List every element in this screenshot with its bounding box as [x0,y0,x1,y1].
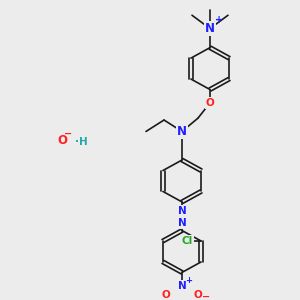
Text: N: N [178,281,186,291]
Text: ·H: ·H [75,137,88,147]
Text: Cl: Cl [182,236,193,246]
Text: O: O [206,98,214,108]
Text: N: N [205,22,215,35]
Text: N: N [177,125,187,138]
Text: −: − [202,292,210,300]
Text: −: − [64,129,72,139]
Text: +: + [185,275,193,284]
Text: N: N [178,206,186,217]
Text: O: O [57,134,67,148]
Text: O: O [162,290,170,300]
Text: +: + [215,15,223,25]
Text: N: N [178,218,186,228]
Text: O: O [194,290,202,300]
